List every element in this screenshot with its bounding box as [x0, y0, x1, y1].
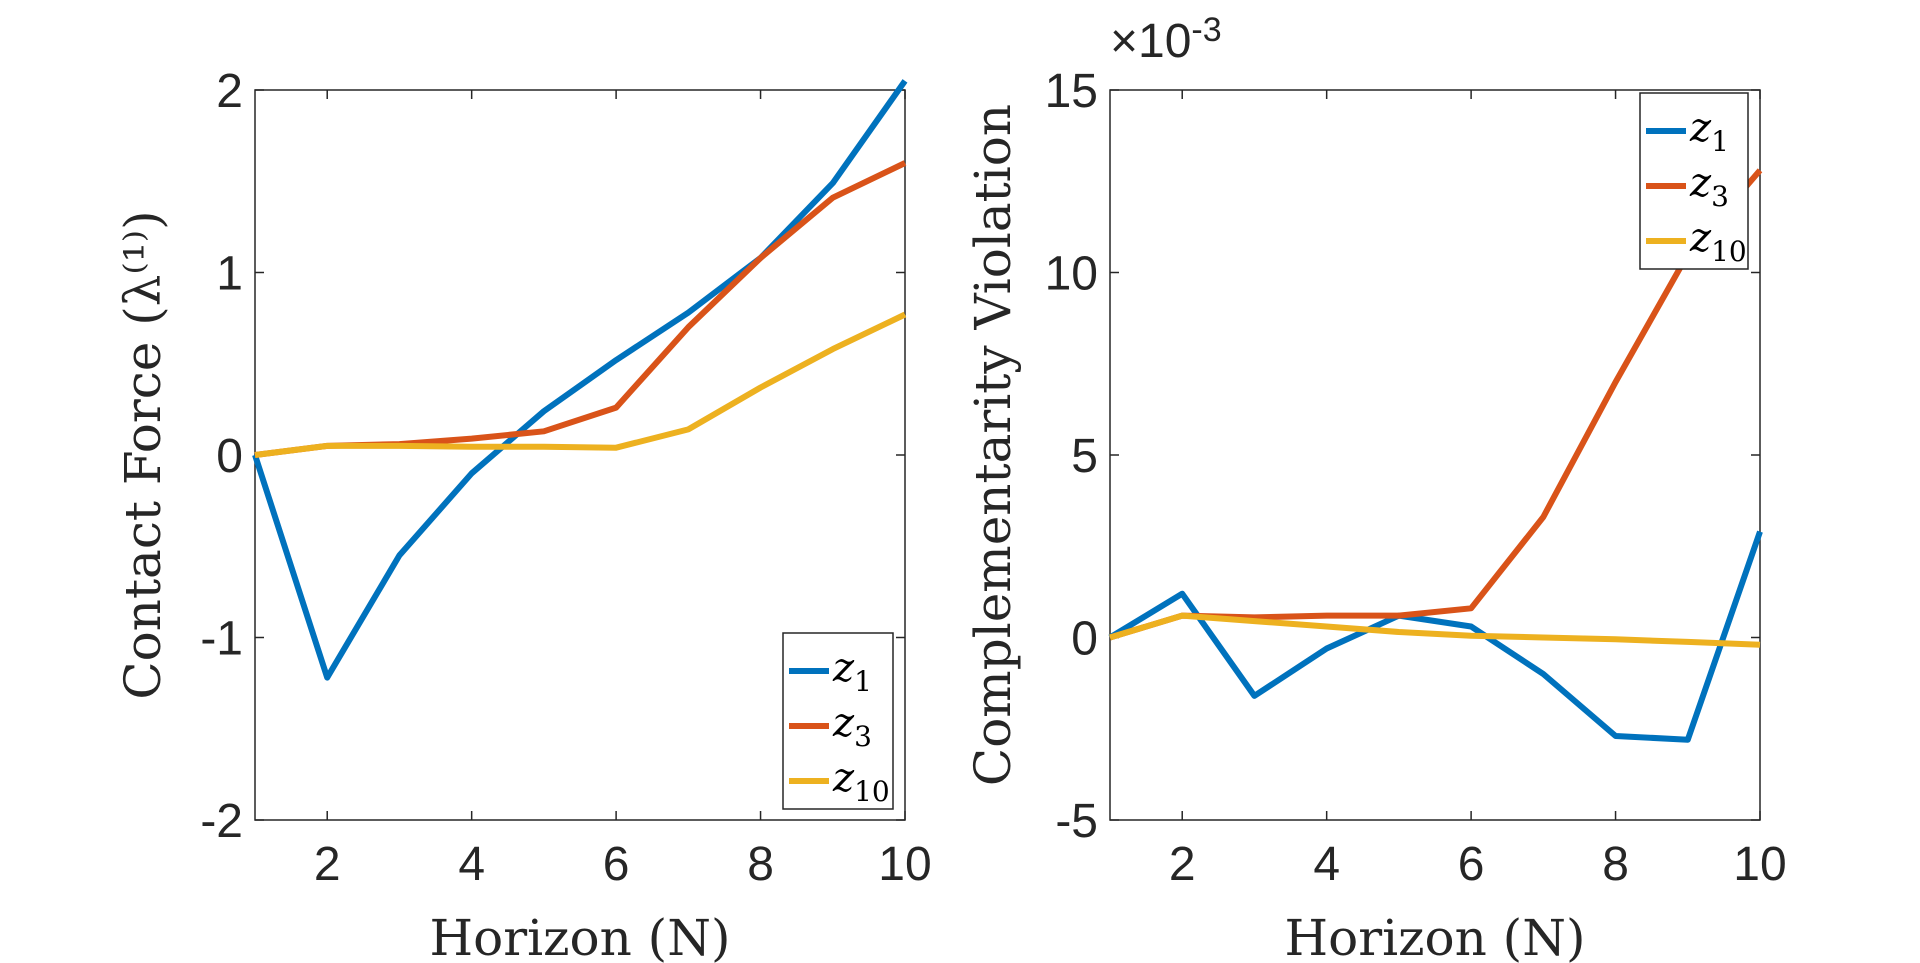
- axis-exponent-label: ×10-3: [1110, 11, 1222, 68]
- y-tick-label: 15: [1045, 65, 1098, 118]
- legend-label-subscript: 3: [1711, 180, 1729, 213]
- series-line-z1: [1108, 530, 1763, 743]
- x-tick-label: 10: [878, 838, 931, 891]
- x-axis-label: Horizon (N): [1285, 909, 1586, 963]
- y-tick-label: 0: [216, 430, 243, 483]
- x-tick-label: 8: [747, 838, 774, 891]
- y-axis-label: Complementarity Violation: [964, 104, 1022, 786]
- axis-exponent-power: -3: [1191, 11, 1221, 49]
- y-tick-label: -2: [200, 795, 243, 848]
- y-tick-label: 5: [1071, 430, 1098, 483]
- x-tick-label: 6: [603, 838, 630, 891]
- x-axis-label: Horizon (N): [430, 909, 731, 963]
- series-line-z10: [1109, 612, 1761, 648]
- y-tick-label: 1: [216, 248, 243, 301]
- x-tick-label: 10: [1733, 838, 1786, 891]
- y-tick-label: -5: [1055, 795, 1098, 848]
- x-tick-label: 2: [314, 838, 341, 891]
- chart-1: 2 4 6 8 10 -2 -1 0 1 2 Horizon (N) Contact Force (λ…: [114, 65, 932, 963]
- legend-label-subscript: 1: [854, 665, 872, 698]
- legend-label-subscript: 10: [1711, 235, 1747, 268]
- x-tick-label: 4: [458, 838, 485, 891]
- y-tick-label: 0: [1071, 613, 1098, 666]
- legend-label-subscript: 1: [1711, 125, 1729, 158]
- y-tick-label: 10: [1045, 248, 1098, 301]
- legend-label-subscript: 10: [854, 775, 890, 808]
- y-axis-label: Contact Force (λ⁽¹⁾): [114, 210, 172, 699]
- y-tick-label: -1: [200, 613, 243, 666]
- x-tick-label: 6: [1458, 838, 1485, 891]
- x-tick-label: 4: [1313, 838, 1340, 891]
- y-tick-label: 2: [216, 65, 243, 118]
- series-line-z1: [252, 79, 908, 681]
- series-line-z10: [254, 311, 907, 458]
- x-tick-label: 8: [1602, 838, 1629, 891]
- legend-label-subscript: 3: [854, 720, 872, 753]
- x-tick-label: 2: [1169, 838, 1196, 891]
- chart-2: 2 4 6 8 10 -5 0 5 10 15 Horizon (N) Complementarity…: [964, 11, 1787, 963]
